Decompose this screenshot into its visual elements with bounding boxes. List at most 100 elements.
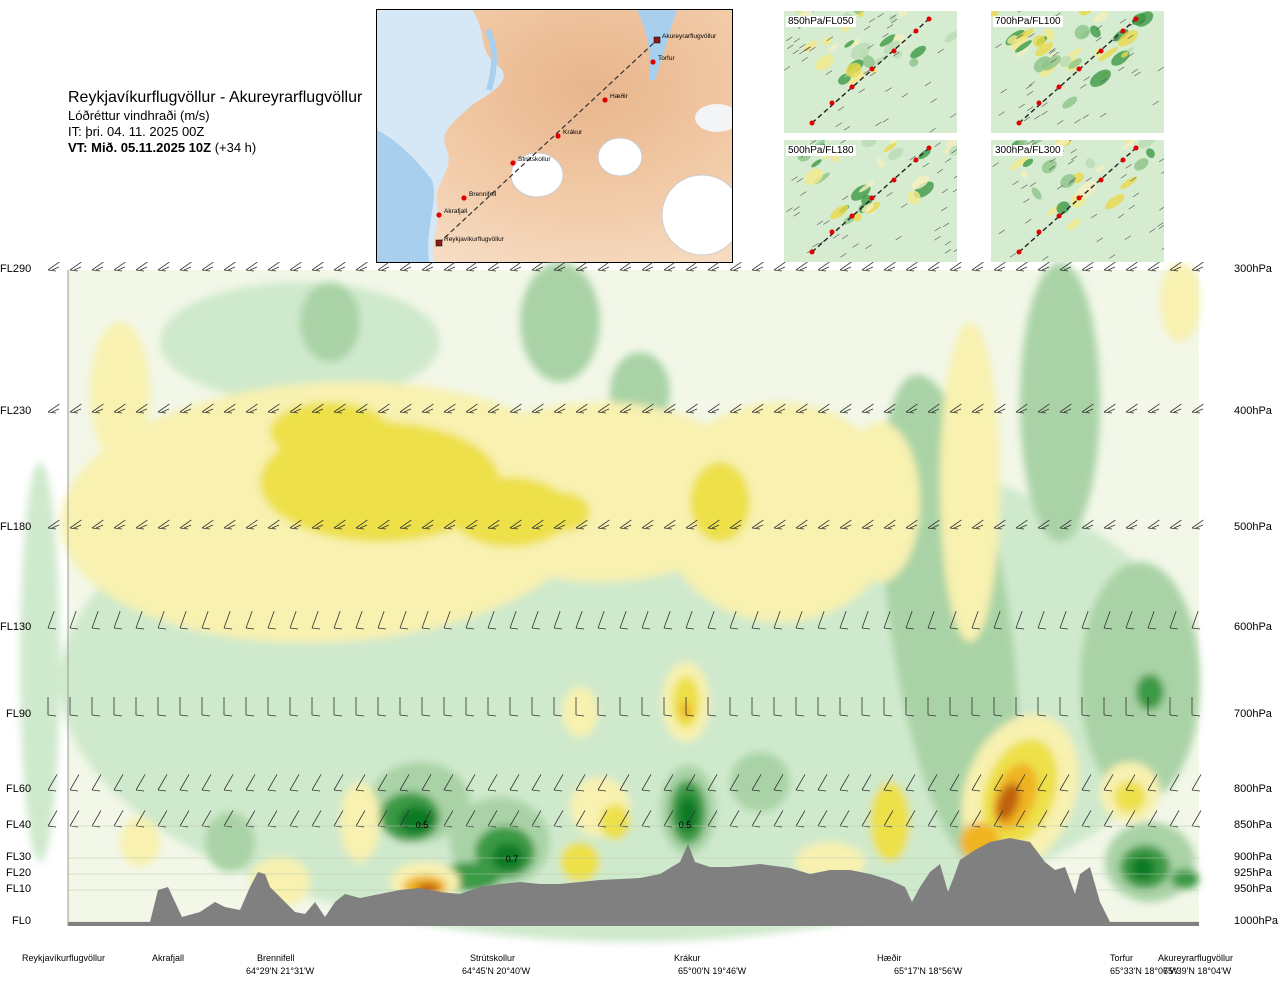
- field-blob: [1114, 781, 1146, 813]
- wind-barb-shaft: [377, 610, 385, 629]
- wind-barb-flag: [1015, 411, 1025, 414]
- wind-barb-shaft: [289, 810, 300, 827]
- wind-barb-flag: [91, 789, 101, 792]
- wind-barb-flag: [227, 524, 236, 529]
- wind-barb: [575, 697, 585, 717]
- wind-barb-flag: [553, 627, 563, 630]
- wind-barb: [707, 519, 720, 530]
- wind-barb-flag: [289, 527, 299, 530]
- wind-barb-flag: [421, 789, 431, 792]
- cross-section-chart: 0.5 0.7 0.5: [20, 262, 1204, 942]
- level-map-label: 300hPa/FL300: [993, 145, 1063, 156]
- wind-barb-shaft: [883, 810, 894, 827]
- level-map-barb: [890, 14, 897, 19]
- wind-barb: [201, 697, 211, 717]
- field-blob: [205, 812, 255, 872]
- level-map-point: [891, 177, 897, 183]
- wind-barb: [1015, 774, 1026, 792]
- level-map-patch: [830, 205, 849, 220]
- wind-barb: [509, 774, 520, 792]
- wind-barb-flag: [883, 627, 893, 630]
- wind-barb-flag: [751, 411, 761, 414]
- wind-barb-shaft: [1103, 262, 1116, 271]
- station-coord: 64°45'N 20°40'W: [462, 966, 531, 976]
- wind-barb-flag: [799, 266, 808, 271]
- wind-barb: [751, 610, 761, 630]
- wind-barb-flag: [465, 627, 475, 630]
- flight-level-tick: FL230: [0, 405, 32, 417]
- wind-barb-flag: [267, 411, 277, 414]
- wind-barb-shaft: [729, 403, 742, 413]
- wind-barb: [69, 519, 82, 530]
- wind-barb-flag: [1195, 266, 1204, 271]
- wind-barb-flag: [1151, 524, 1160, 529]
- wind-barb-flag: [377, 627, 387, 630]
- level-map-patch: [827, 43, 839, 53]
- wind-barb-flag: [755, 266, 764, 271]
- level-map-700: 700hPa/FL100: [991, 11, 1164, 133]
- wind-barb-shaft: [333, 403, 346, 413]
- level-map-barb: [1034, 114, 1041, 120]
- wind-barb: [69, 403, 82, 414]
- wind-barb-flag: [927, 527, 937, 530]
- wind-barb-flag: [47, 527, 57, 530]
- contour-label: 0.5: [416, 820, 429, 830]
- wind-barb-shaft: [905, 774, 916, 791]
- wind-barb-shaft: [729, 610, 737, 629]
- wind-barb-flag: [689, 408, 698, 413]
- wind-barb-shaft: [817, 774, 828, 791]
- wind-barb-flag: [271, 266, 280, 271]
- wind-barb-flag: [865, 524, 874, 529]
- level-map-patch: [909, 58, 919, 67]
- wind-barb-flag: [619, 269, 629, 272]
- wind-barb: [861, 519, 874, 530]
- wind-barb-shaft: [839, 262, 852, 271]
- wind-barb-shaft: [949, 810, 960, 827]
- wind-barb-flag: [601, 266, 610, 271]
- wind-barb-flag: [861, 527, 871, 530]
- level-map-barb: [950, 113, 957, 118]
- wind-barb-shaft: [993, 610, 1001, 629]
- level-map-barb: [1023, 198, 1030, 203]
- wind-barb-shaft: [795, 519, 808, 529]
- wind-barb-flag: [403, 266, 412, 271]
- wind-barb-flag: [707, 714, 717, 717]
- wind-barb-flag: [91, 269, 101, 272]
- wind-barb: [729, 403, 742, 414]
- map-inlet: [484, 28, 497, 91]
- wind-barb-flag: [531, 789, 541, 792]
- wind-barb-flag: [465, 527, 475, 530]
- wind-barb-flag: [817, 714, 827, 717]
- wind-barb-shaft: [399, 262, 412, 271]
- wind-barb-flag: [1063, 524, 1072, 529]
- wind-barb-flag: [553, 411, 563, 414]
- wind-barb-shaft: [465, 774, 476, 791]
- wind-barb-flag: [1147, 411, 1157, 414]
- level-map-patch: [1041, 159, 1057, 174]
- level-map-patch: [1016, 48, 1029, 58]
- wind-barb: [927, 697, 937, 717]
- wind-barb-flag: [839, 789, 849, 792]
- wind-barb-flag: [487, 527, 497, 530]
- wind-barb-flag: [773, 411, 783, 414]
- wind-barb-flag: [1125, 411, 1135, 414]
- wind-barb: [1169, 519, 1182, 530]
- wind-barb: [421, 262, 434, 272]
- pressure-tick: 400hPa: [1234, 405, 1272, 417]
- level-map-barb: [1149, 228, 1156, 233]
- wind-barb: [685, 519, 698, 530]
- wind-barb-flag: [509, 411, 519, 414]
- wind-barb: [377, 774, 388, 792]
- wind-barb: [685, 610, 695, 630]
- wind-barb: [1081, 774, 1092, 792]
- level-map-barb: [1029, 182, 1037, 187]
- level-map-barb: [1000, 88, 1007, 94]
- wind-barb: [201, 610, 211, 630]
- wind-barb-flag: [289, 269, 299, 272]
- wind-barb-shaft: [289, 774, 300, 791]
- wind-barb-flag: [135, 269, 145, 272]
- wind-barb-shaft: [201, 403, 214, 413]
- level-map-point: [1120, 157, 1126, 163]
- wind-barb-flag: [755, 524, 764, 529]
- wind-barb: [795, 774, 806, 792]
